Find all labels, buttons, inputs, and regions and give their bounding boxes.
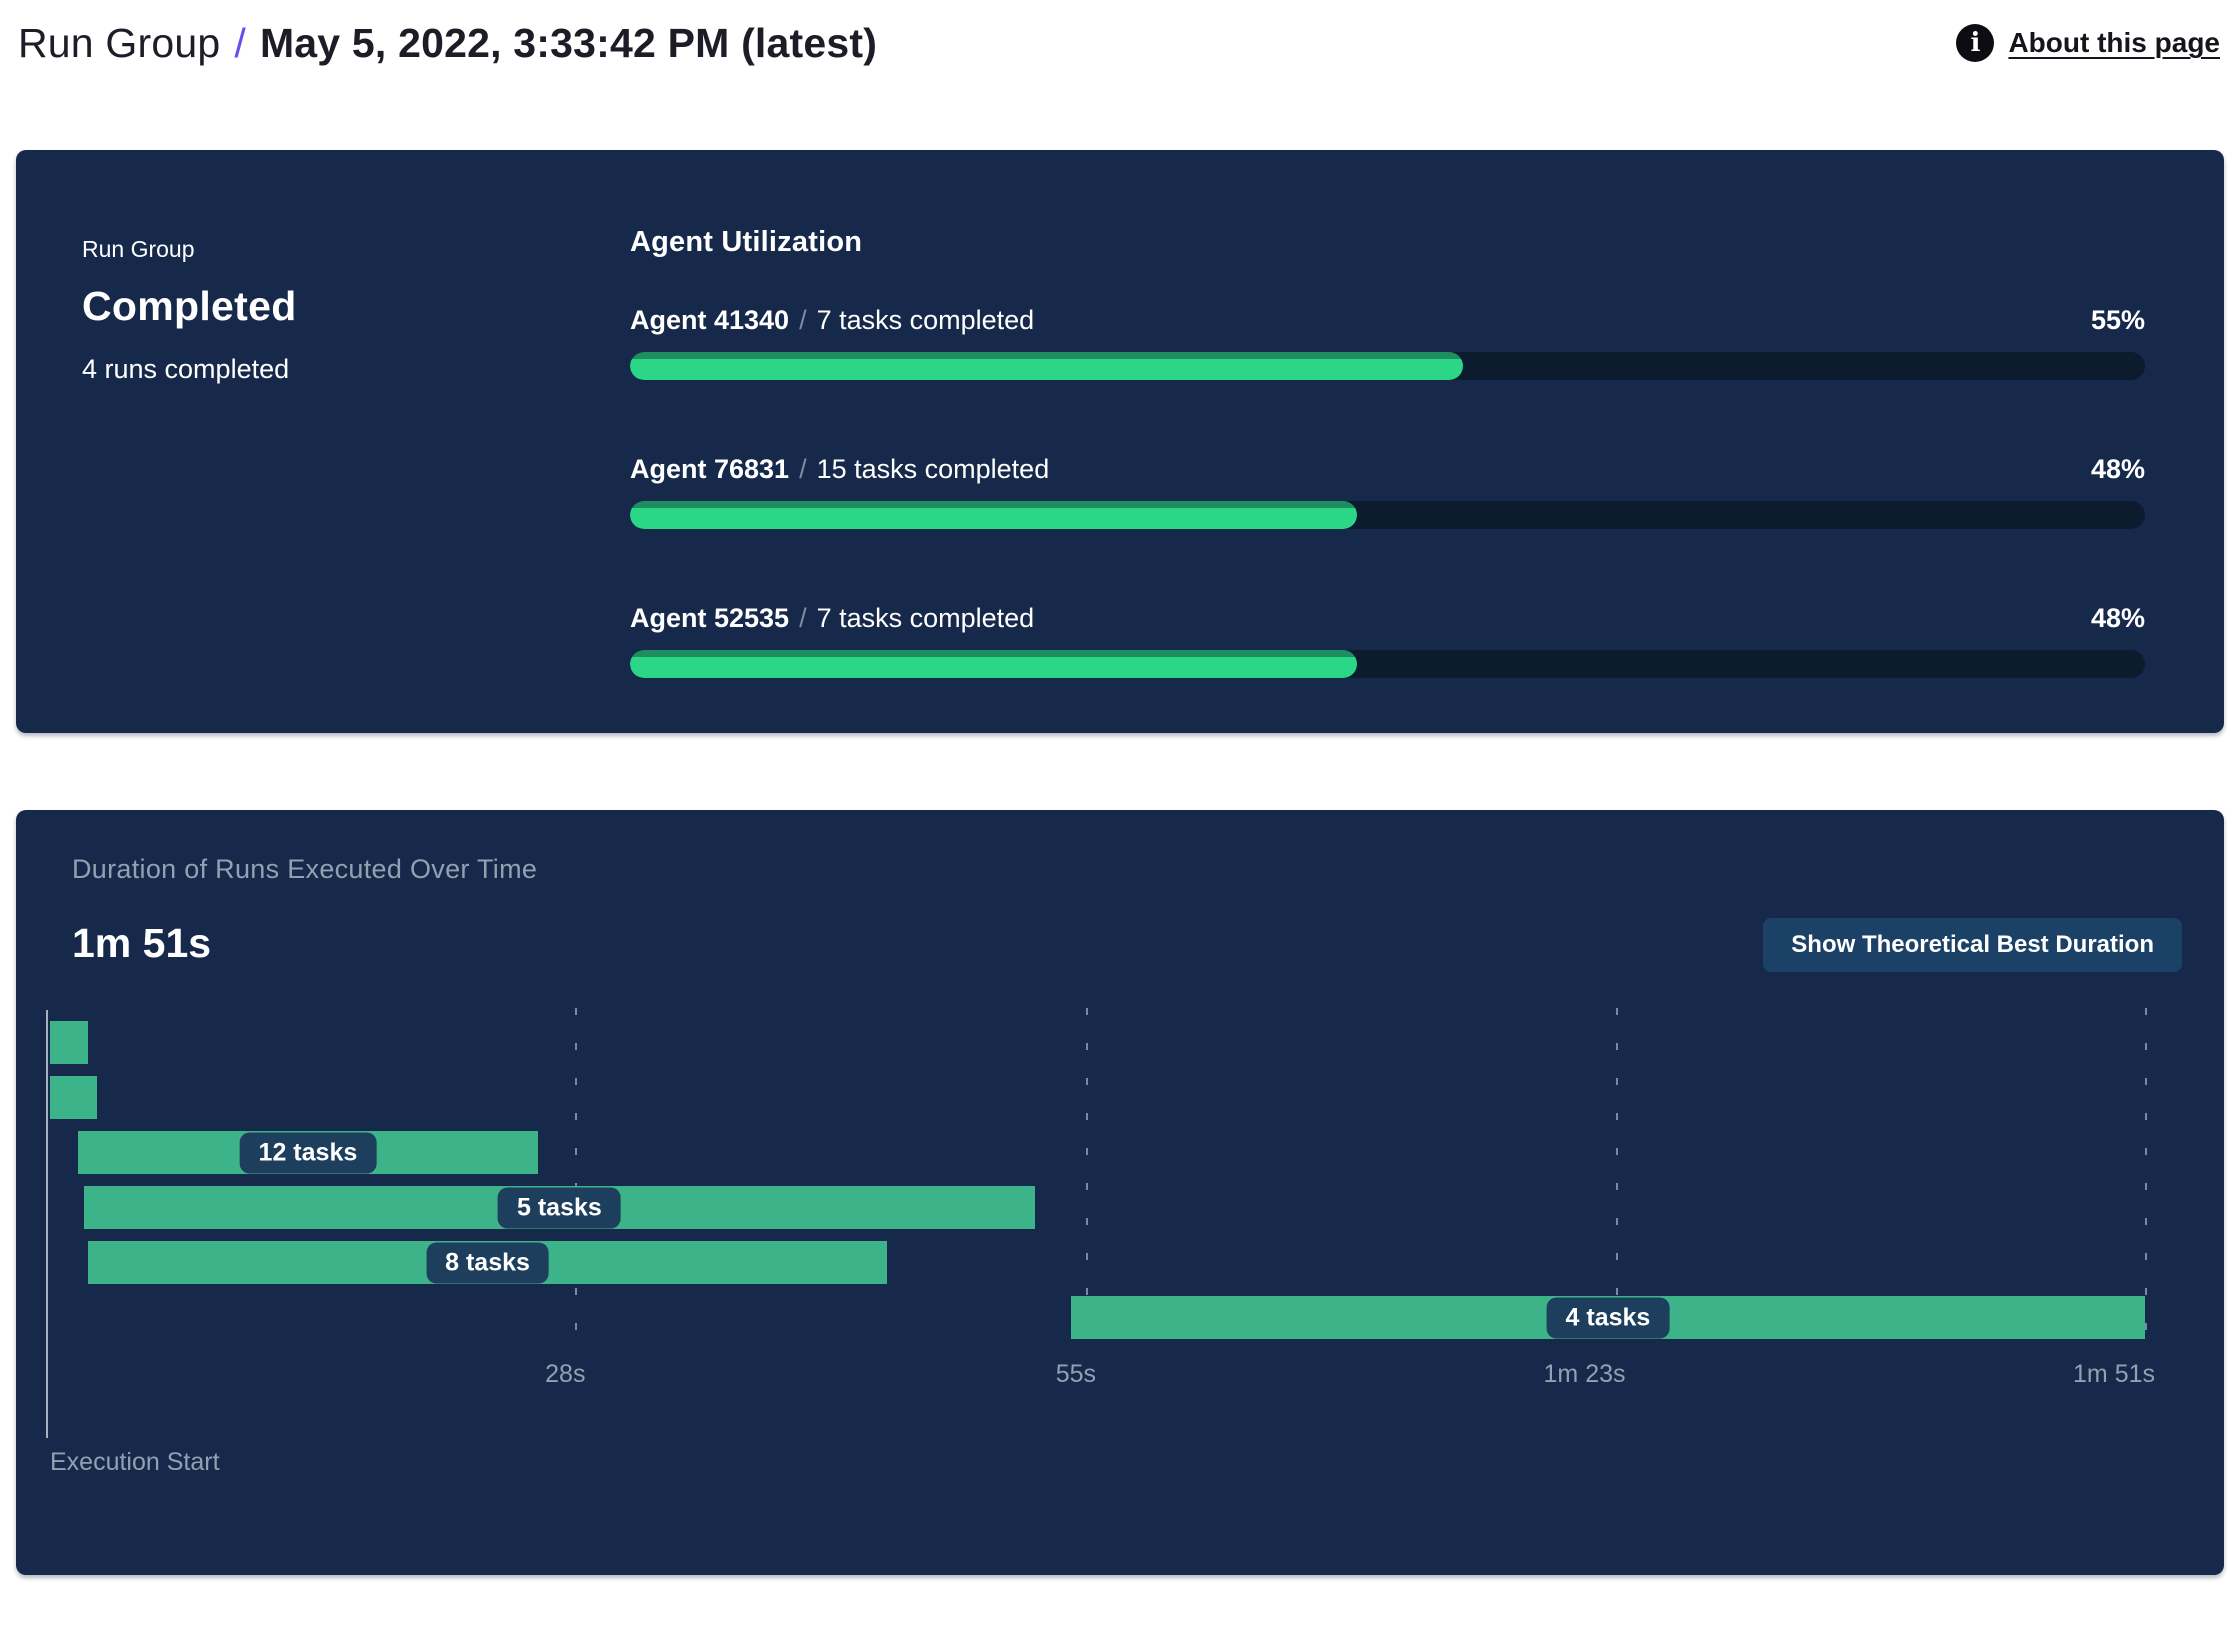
duration-panel: Duration of Runs Executed Over Time 1m 5… (16, 810, 2224, 1575)
agent-utilization-heading: Agent Utilization (630, 226, 863, 258)
task-count-badge: 4 tasks (1546, 1297, 1670, 1338)
utilization-progress-fill (630, 352, 1464, 380)
show-theoretical-best-button[interactable]: Show Theoretical Best Duration (1763, 918, 2182, 972)
gantt-run-bar[interactable]: 4 tasks (1070, 1296, 2145, 1339)
agent-separator: / (799, 603, 807, 633)
agent-name: Agent 52535 (630, 603, 790, 633)
breadcrumb-run-group: Run Group (18, 19, 221, 66)
agent-utilization-row: Agent 52535 / 7 tasks completed 48% (630, 603, 2145, 678)
agent-utilization-percent: 48% (2090, 454, 2145, 484)
agent-tasks-completed: 7 tasks completed (816, 603, 1035, 633)
page-title: May 5, 2022, 3:33:42 PM (latest) (259, 19, 878, 66)
agent-name: Agent 41340 (630, 305, 790, 335)
agent-utilization-list: Agent 41340 / 7 tasks completed 55% Agent 76… (630, 305, 2145, 678)
page-header: Run Group / May 5, 2022, 3:33:42 PM (lat… (18, 10, 2220, 76)
agent-name: Agent 76831 (630, 454, 790, 484)
run-group-status-block: Run Group Completed 4 runs completed (82, 236, 297, 385)
utilization-progress-fill (630, 501, 1358, 529)
task-count-badge: 5 tasks (497, 1187, 621, 1228)
axis-tick-label: 55s (1055, 1360, 1097, 1388)
execution-start-axis-line (46, 1010, 48, 1438)
breadcrumb-separator: / (234, 19, 246, 66)
task-count-badge: 8 tasks (426, 1242, 549, 1283)
agent-utilization-section: Agent Utilization Agent 41340 / 7 tasks co… (630, 226, 2145, 678)
gantt-gridline (2145, 1008, 2147, 1356)
info-icon: i (1956, 24, 1995, 62)
gantt-run-bar[interactable]: 12 tasks (78, 1131, 538, 1174)
agent-label-line: Agent 52535 / 7 tasks completed 48% (630, 603, 2145, 634)
runs-completed-text: 4 runs completed (82, 354, 290, 384)
gantt-run-bar[interactable]: 8 tasks (87, 1241, 888, 1284)
utilization-progress-fill (630, 650, 1358, 678)
run-group-status: Completed (82, 283, 297, 329)
agent-utilization-percent: 55% (2090, 305, 2145, 335)
run-group-label: Run Group (82, 236, 195, 262)
gantt-run-bar[interactable] (49, 1076, 98, 1119)
agent-label: Agent 41340 / 7 tasks completed (630, 305, 1034, 336)
execution-start-label: Execution Start (50, 1448, 220, 1476)
run-group-summary-panel: Run Group Completed 4 runs completed Age… (16, 150, 2224, 733)
about-this-page-link[interactable]: i About this page (1956, 24, 2220, 62)
utilization-progress-track (630, 650, 2145, 678)
agent-label: Agent 52535 / 7 tasks completed (630, 603, 1034, 634)
duration-chart-title: Duration of Runs Executed Over Time (72, 854, 538, 884)
gantt-run-bar[interactable]: 5 tasks (83, 1186, 1035, 1229)
gantt-gridline (575, 1008, 578, 1356)
agent-label-line: Agent 41340 / 7 tasks completed 55% (630, 305, 2145, 336)
axis-tick-label: 1m 23s (1543, 1360, 1626, 1388)
agent-label-line: Agent 76831 / 15 tasks completed 48% (630, 454, 2145, 485)
agent-separator: / (799, 454, 807, 484)
task-count-badge: 12 tasks (239, 1132, 377, 1173)
total-duration-value: 1m 51s (72, 920, 212, 966)
agent-tasks-completed: 7 tasks completed (816, 305, 1035, 335)
agent-tasks-completed: 15 tasks completed (816, 454, 1050, 484)
axis-tick-label: 1m 51s (2073, 1360, 2155, 1388)
agent-label: Agent 76831 / 15 tasks completed (630, 454, 1049, 485)
about-link-label: About this page (2008, 27, 2220, 58)
gantt-chart: Execution Start 28s 55s 1m 23s 1m 51s 12 tas… (46, 1008, 2155, 1488)
agent-utilization-percent: 48% (2090, 603, 2145, 633)
agent-utilization-row: Agent 41340 / 7 tasks completed 55% (630, 305, 2145, 380)
utilization-progress-track (630, 352, 2145, 380)
axis-tick-label: 28s (545, 1360, 586, 1388)
gantt-gridline (1086, 1008, 1089, 1356)
breadcrumb: Run Group / May 5, 2022, 3:33:42 PM (lat… (18, 20, 877, 67)
utilization-progress-track (630, 501, 2145, 529)
agent-utilization-row: Agent 76831 / 15 tasks completed 48% (630, 454, 2145, 529)
gantt-gridline (1615, 1008, 1618, 1356)
gantt-run-bar[interactable] (49, 1021, 88, 1064)
agent-separator: / (799, 305, 807, 335)
